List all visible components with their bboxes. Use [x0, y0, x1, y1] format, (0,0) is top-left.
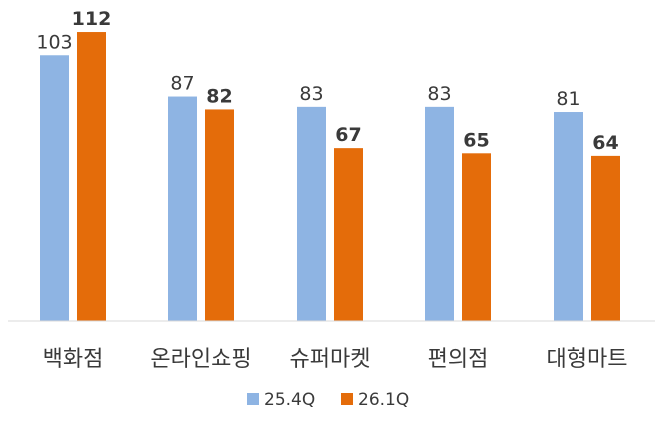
bars-layer: [40, 32, 620, 322]
bar-2-series-2: [205, 109, 234, 321]
bar-1-series-2: [77, 32, 106, 321]
legend-label-2: 26.1Q: [358, 390, 409, 410]
value-label-5-series-1: 81: [556, 88, 580, 110]
bar-3-series-2: [334, 148, 363, 321]
bar-5-series-2: [591, 155, 620, 321]
category-label-4: 편의점: [428, 347, 489, 372]
legend-label-1: 25.4Q: [264, 390, 315, 410]
legend: 25.4Q 26.1Q: [247, 390, 409, 410]
category-labels-layer: 백화점 온라인쇼핑 슈퍼마켓 편의점 대형마트: [43, 347, 628, 372]
value-label-3-series-1: 83: [299, 83, 323, 105]
value-label-5-series-2: 64: [592, 132, 618, 154]
category-label-1: 백화점: [43, 347, 104, 372]
value-label-1-series-1: 103: [36, 31, 72, 53]
bar-1-series-1: [40, 55, 69, 321]
category-label-3: 슈퍼마켓: [290, 347, 371, 372]
value-label-1-series-2: 112: [72, 8, 112, 30]
value-label-4-series-2: 65: [463, 129, 489, 151]
bar-4-series-2: [462, 153, 491, 321]
value-label-3-series-2: 67: [335, 124, 361, 146]
bar-4-series-1: [425, 106, 454, 321]
value-label-2-series-2: 82: [206, 85, 232, 107]
legend-swatch-1: [247, 393, 259, 405]
bar-5-series-1: [554, 112, 583, 322]
value-label-2-series-1: 87: [170, 73, 194, 95]
category-label-2: 온라인쇼핑: [150, 347, 251, 372]
legend-swatch-2: [341, 393, 353, 405]
bar-3-series-1: [297, 106, 326, 321]
bar-2-series-1: [168, 96, 197, 321]
value-label-4-series-1: 83: [427, 83, 451, 105]
category-label-5: 대형마트: [547, 347, 628, 372]
